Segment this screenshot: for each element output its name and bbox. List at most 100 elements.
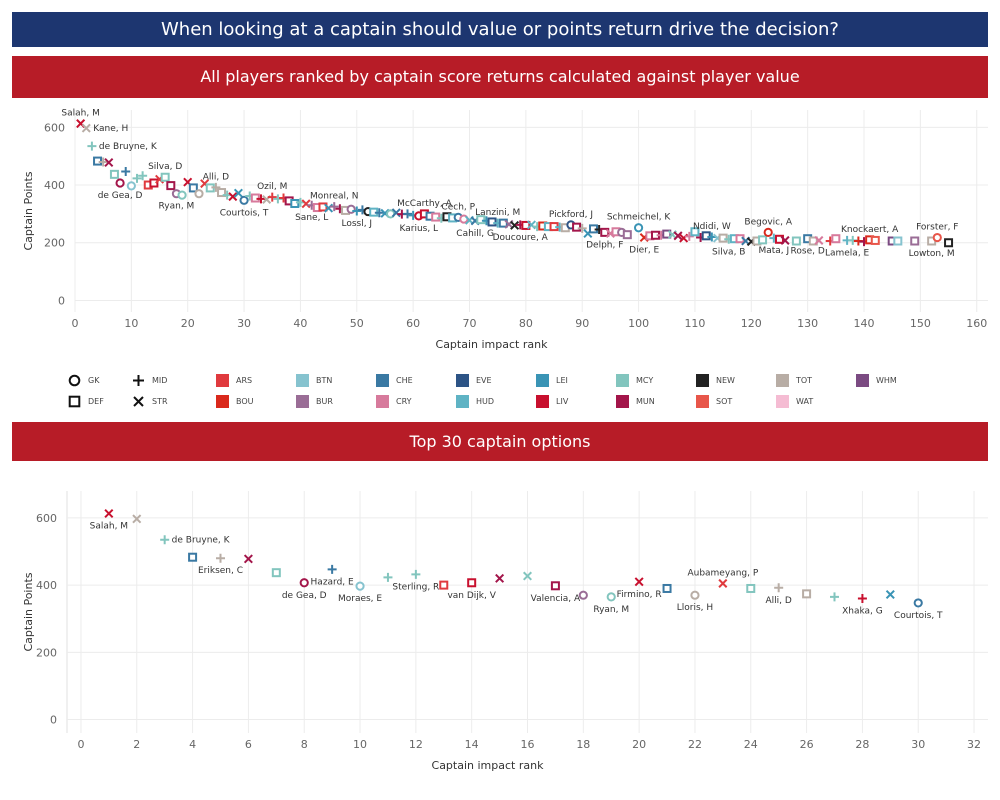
chart2-xtick: 16 bbox=[521, 738, 535, 751]
chart2-y-axis-title: Captain Points bbox=[22, 572, 35, 651]
chart1-point-label: Doucoure, A bbox=[493, 233, 549, 243]
legend-label: DEF bbox=[88, 397, 104, 406]
circle-icon bbox=[68, 374, 81, 387]
chart1-point bbox=[633, 223, 644, 233]
chart1-point-label: Silva, D bbox=[148, 162, 182, 172]
chart1-point bbox=[352, 206, 362, 216]
legend-label: WHM bbox=[876, 376, 897, 385]
cross-icon bbox=[133, 396, 144, 407]
color-swatch bbox=[616, 374, 629, 387]
chart1-point bbox=[267, 192, 277, 202]
legend-label: WAT bbox=[796, 397, 814, 406]
chart2-point bbox=[774, 583, 784, 593]
chart2-xtick: 26 bbox=[800, 738, 814, 751]
chart1-point-label: Dier, E bbox=[629, 246, 659, 256]
chart1-point bbox=[115, 178, 125, 188]
chart1-ytick: 0 bbox=[58, 294, 65, 307]
chart1-point bbox=[718, 233, 728, 243]
chart1-point bbox=[622, 230, 632, 240]
chart2-point bbox=[271, 568, 281, 578]
color-swatch bbox=[776, 395, 789, 408]
chart1-xtick: 50 bbox=[350, 317, 364, 330]
chart2-xtick: 8 bbox=[301, 738, 308, 751]
chart2-point bbox=[299, 578, 309, 588]
chart2-point bbox=[495, 573, 505, 583]
chart2-xtick: 6 bbox=[245, 738, 252, 751]
chart1-point bbox=[217, 188, 227, 198]
chart1-xtick: 140 bbox=[854, 317, 875, 330]
chart1-xtick: 110 bbox=[684, 317, 705, 330]
chart1-title-banner: All players ranked by captain score retu… bbox=[12, 56, 988, 98]
legend-label: TOT bbox=[796, 376, 813, 385]
chart2-point bbox=[243, 554, 253, 564]
chart2-point-label: Hazard, E bbox=[311, 577, 354, 587]
chart1-point-label: Begovic, A bbox=[744, 217, 792, 227]
chart2-point bbox=[188, 552, 198, 562]
plus-icon bbox=[133, 375, 144, 386]
legend-label: CHE bbox=[396, 376, 413, 385]
chart2-point bbox=[467, 578, 477, 588]
chart2-point bbox=[383, 572, 393, 582]
chart1-point bbox=[211, 182, 221, 192]
chart1-point bbox=[166, 181, 176, 191]
legend-label: BUR bbox=[316, 397, 333, 406]
chart1-point bbox=[763, 227, 773, 237]
chart2-xtick: 24 bbox=[744, 738, 758, 751]
chart1-point bbox=[256, 194, 266, 204]
chart2-point bbox=[662, 583, 672, 593]
color-swatch bbox=[456, 395, 469, 408]
color-swatch bbox=[696, 374, 709, 387]
chart1-point-label: Sane, L bbox=[295, 213, 328, 223]
legend-label: STR bbox=[152, 397, 168, 406]
chart2-xtick: 20 bbox=[632, 738, 646, 751]
chart2-point-label: van Dijk, V bbox=[447, 591, 496, 601]
chart1-point bbox=[690, 227, 700, 237]
legend-team-bur: BUR bbox=[296, 395, 333, 408]
chart1-point bbox=[707, 232, 717, 242]
chart2-point-label: de Gea, D bbox=[282, 591, 327, 601]
legend-label: HUD bbox=[476, 397, 495, 406]
chart2-point bbox=[606, 592, 616, 602]
chart1-xtick: 120 bbox=[741, 317, 762, 330]
color-swatch bbox=[536, 374, 549, 387]
chart1-point bbox=[87, 141, 97, 151]
chart2-point-label: Courtois, T bbox=[894, 611, 943, 621]
legend-label: GK bbox=[88, 376, 100, 385]
chart2-point bbox=[355, 581, 365, 591]
color-swatch bbox=[776, 374, 789, 387]
chart1-point-label: Courtois, T bbox=[220, 208, 269, 218]
chart1-point bbox=[808, 236, 818, 246]
chart1-point-label: de Bruyne, K bbox=[99, 142, 158, 152]
legend-label: ARS bbox=[236, 376, 253, 385]
chart2-point bbox=[104, 509, 114, 519]
color-swatch bbox=[696, 395, 709, 408]
chart2-point bbox=[578, 590, 588, 600]
chart2-xtick: 22 bbox=[688, 738, 702, 751]
chart1-point bbox=[662, 229, 672, 239]
chart1-point bbox=[814, 235, 824, 245]
chart1-point bbox=[324, 203, 334, 213]
legend-team-sot: SOT bbox=[696, 395, 732, 408]
chart1-point bbox=[431, 212, 441, 222]
chart1-point-label: Schmeichel, K bbox=[607, 213, 672, 223]
chart1-point-label: Lossl, J bbox=[341, 219, 372, 229]
legend-label: BOU bbox=[236, 397, 254, 406]
color-swatch bbox=[296, 374, 309, 387]
chart1-xtick: 80 bbox=[519, 317, 533, 330]
chart1-point bbox=[684, 231, 694, 241]
chart1-point bbox=[301, 199, 311, 209]
color-swatch bbox=[216, 374, 229, 387]
chart2-xtick: 0 bbox=[77, 738, 84, 751]
chart1-point-label: Lamela, E bbox=[825, 248, 870, 258]
legend-label: LEI bbox=[556, 376, 568, 385]
chart1-xtick: 30 bbox=[237, 317, 251, 330]
chart1-xtick: 150 bbox=[910, 317, 931, 330]
chart2-point-label: Valencia, A bbox=[531, 594, 581, 604]
chart1-ytick: 200 bbox=[44, 237, 65, 250]
chart1-point bbox=[138, 171, 148, 181]
chart1-xtick: 20 bbox=[181, 317, 195, 330]
legend-team-eve: EVE bbox=[456, 374, 492, 387]
chart1-xtick: 130 bbox=[797, 317, 818, 330]
chart2-x-axis-title: Captain impact rank bbox=[432, 759, 545, 772]
chart2-point bbox=[690, 590, 700, 600]
